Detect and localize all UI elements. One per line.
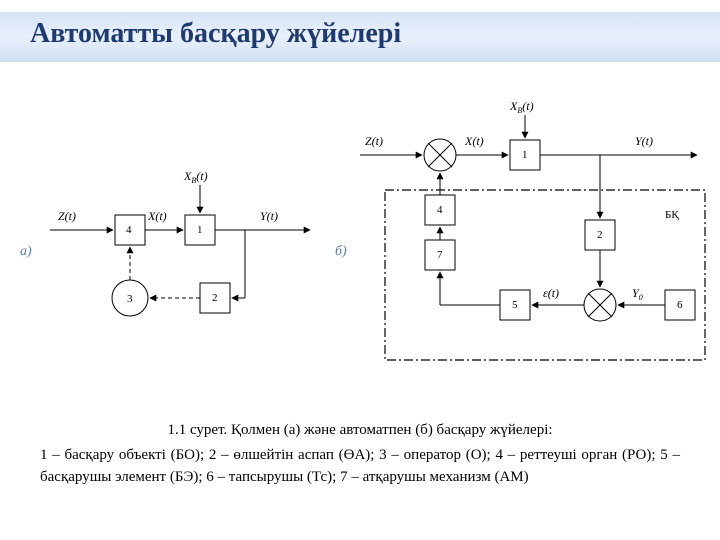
caption-line-2: 1 – басқару объекті (БО); 2 – өлшейтін а… — [40, 445, 680, 489]
page-title: Автоматты басқару жүйелері — [30, 18, 401, 50]
node-2-label-b: 2 — [597, 229, 603, 241]
sig-y: Y(t) — [260, 209, 278, 223]
sig-y0: Y0 — [632, 286, 643, 302]
node-5-label: 5 — [512, 299, 518, 311]
caption-line-1: 1.1 сурет. Қолмен (а) және автоматпен (б… — [40, 420, 680, 442]
diagram-a: а) Z(t) 4 X(t) XB(t) 1 Y(t) 2 3 — [20, 150, 330, 360]
sig-eps: ε(t) — [543, 286, 559, 300]
node-3-label: 3 — [127, 293, 133, 305]
node-4-label: 4 — [126, 224, 132, 236]
node-4-label-b: 4 — [437, 204, 443, 216]
bk-label: БҚ — [665, 209, 679, 221]
node-1-label: 1 — [197, 224, 203, 236]
node-7-label: 7 — [437, 249, 443, 261]
sig-xb: XB(t) — [183, 169, 208, 185]
label-b: б) — [335, 244, 347, 259]
sig-z-b: Z(t) — [365, 134, 383, 148]
sig-x: X(t) — [147, 209, 167, 223]
node-2-label: 2 — [212, 292, 218, 304]
label-a: а) — [20, 244, 32, 259]
sig-z: Z(t) — [58, 209, 76, 223]
node-1-label-b: 1 — [522, 149, 528, 161]
node-6-label: 6 — [677, 299, 683, 311]
diagram-b: б) БҚ Z(t) X(t) XB(t) 1 Y(t) 2 6 Y0 ε(t)… — [335, 90, 715, 390]
sig-y-b: Y(t) — [635, 134, 653, 148]
sig-x-b: X(t) — [464, 134, 484, 148]
sig-xb-b: XB(t) — [509, 99, 534, 115]
